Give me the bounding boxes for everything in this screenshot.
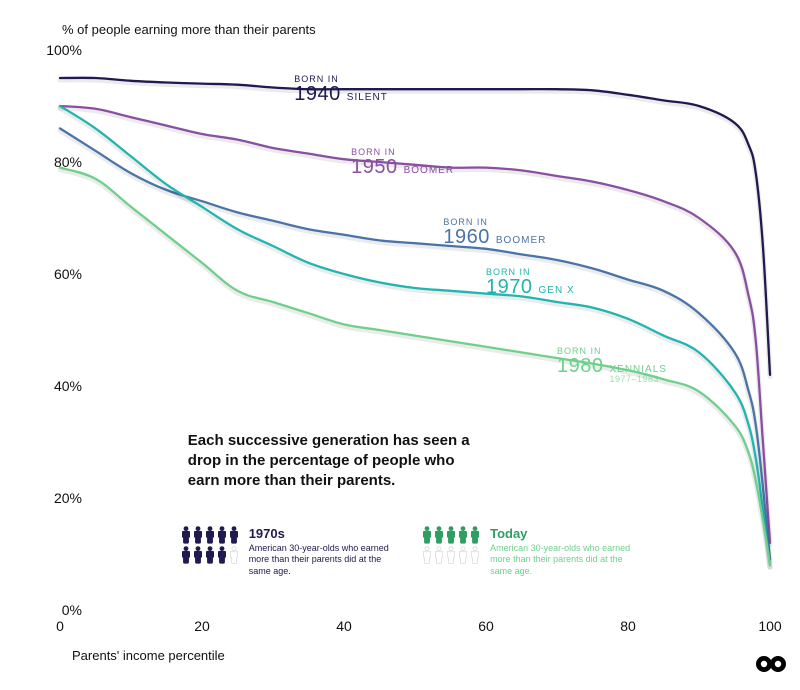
person-icon bbox=[422, 546, 432, 564]
person-icon bbox=[193, 546, 203, 564]
person-icon bbox=[217, 526, 227, 544]
callout-text: Each successive generation has seen a dr… bbox=[188, 431, 488, 492]
legend-today: Today American 30-year-olds who earned mo… bbox=[422, 526, 635, 577]
y-axis-title: % of people earning more than their pare… bbox=[62, 22, 316, 37]
person-icon bbox=[458, 546, 468, 564]
person-icon bbox=[193, 526, 203, 544]
legend-desc: American 30-year-olds who earned more th… bbox=[490, 543, 635, 577]
person-icon bbox=[470, 526, 480, 544]
x-tick-label: 100 bbox=[758, 618, 781, 634]
series-shadow-s1960 bbox=[60, 130, 770, 561]
line-chart-svg bbox=[60, 50, 770, 610]
legend-text: 1970s American 30-year-olds who earned mo… bbox=[249, 526, 394, 577]
x-tick-label: 80 bbox=[620, 618, 636, 634]
legend-text: Today American 30-year-olds who earned mo… bbox=[490, 526, 635, 577]
person-icon bbox=[422, 526, 432, 544]
person-icon bbox=[205, 546, 215, 564]
person-icon bbox=[229, 546, 239, 564]
person-icon bbox=[217, 546, 227, 564]
legend-title: 1970s bbox=[249, 526, 394, 541]
people-grid bbox=[181, 526, 239, 564]
person-icon bbox=[446, 546, 456, 564]
person-icon bbox=[446, 526, 456, 544]
series-shadow-s1980 bbox=[60, 170, 770, 568]
x-tick-label: 40 bbox=[336, 618, 352, 634]
x-tick-label: 60 bbox=[478, 618, 494, 634]
person-icon bbox=[181, 546, 191, 564]
series-shadow-s1940 bbox=[60, 80, 770, 377]
person-icon bbox=[434, 526, 444, 544]
x-tick-label: 20 bbox=[194, 618, 210, 634]
plot-area: BORN IN1940SILENTBORN IN1950BOOMERBORN I… bbox=[60, 50, 770, 610]
legend-title: Today bbox=[490, 526, 635, 541]
people-grid bbox=[422, 526, 480, 564]
person-icon bbox=[205, 526, 215, 544]
legend-desc: American 30-year-olds who earned more th… bbox=[249, 543, 394, 577]
person-icon bbox=[434, 546, 444, 564]
person-icon bbox=[470, 546, 480, 564]
person-icon bbox=[229, 526, 239, 544]
person-icon bbox=[181, 526, 191, 544]
series-line-s1940 bbox=[60, 78, 770, 375]
chart-container: % of people earning more than their pare… bbox=[0, 0, 800, 690]
x-tick-label: 0 bbox=[56, 618, 64, 634]
legend-1970s: 1970s American 30-year-olds who earned mo… bbox=[181, 526, 394, 577]
binoculars-logo-icon bbox=[754, 651, 788, 678]
series-line-s1980 bbox=[60, 168, 770, 566]
x-axis-title: Parents' income percentile bbox=[72, 648, 225, 663]
person-icon bbox=[458, 526, 468, 544]
